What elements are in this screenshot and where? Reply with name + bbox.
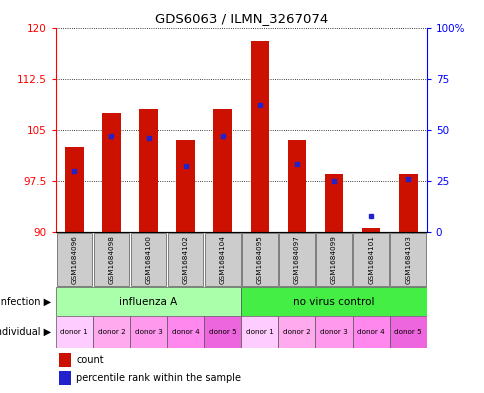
Text: donor 2: donor 2 — [283, 329, 310, 335]
Bar — [204, 316, 241, 348]
Bar — [241, 287, 426, 316]
Bar — [139, 109, 157, 232]
Bar — [353, 233, 388, 286]
Bar — [278, 316, 315, 348]
Bar — [93, 316, 130, 348]
Text: donor 3: donor 3 — [135, 329, 162, 335]
Bar — [131, 233, 166, 286]
Bar — [361, 228, 379, 232]
Bar — [102, 113, 121, 232]
Text: donor 2: donor 2 — [97, 329, 125, 335]
Text: individual ▶: individual ▶ — [0, 327, 51, 337]
Bar — [57, 233, 92, 286]
Bar — [65, 147, 83, 232]
Text: donor 1: donor 1 — [60, 329, 88, 335]
Bar — [60, 371, 71, 385]
Bar — [242, 233, 277, 286]
Bar — [166, 316, 204, 348]
Bar — [398, 174, 417, 232]
Text: GSM1684100: GSM1684100 — [145, 235, 151, 284]
Text: donor 1: donor 1 — [245, 329, 273, 335]
Bar — [176, 140, 195, 232]
Bar — [287, 140, 305, 232]
Bar — [279, 233, 314, 286]
Text: GSM1684097: GSM1684097 — [293, 235, 299, 284]
Bar — [389, 316, 426, 348]
Text: donor 5: donor 5 — [209, 329, 236, 335]
Bar — [241, 316, 278, 348]
Text: count: count — [76, 355, 104, 365]
Bar — [56, 287, 241, 316]
Bar — [60, 353, 71, 367]
Bar — [130, 316, 166, 348]
Text: GSM1684103: GSM1684103 — [405, 235, 410, 284]
Bar — [205, 233, 240, 286]
Title: GDS6063 / ILMN_3267074: GDS6063 / ILMN_3267074 — [154, 12, 327, 25]
Text: donor 3: donor 3 — [319, 329, 347, 335]
Text: percentile rank within the sample: percentile rank within the sample — [76, 373, 241, 384]
Text: GSM1684095: GSM1684095 — [257, 235, 262, 284]
Bar — [315, 316, 352, 348]
Text: GSM1684098: GSM1684098 — [108, 235, 114, 284]
Text: donor 4: donor 4 — [357, 329, 384, 335]
Text: GSM1684104: GSM1684104 — [219, 235, 225, 284]
Bar — [352, 316, 389, 348]
Bar — [316, 233, 351, 286]
Bar — [56, 316, 93, 348]
Text: influenza A: influenza A — [119, 297, 177, 307]
Bar — [167, 233, 203, 286]
Bar — [390, 233, 425, 286]
Text: infection ▶: infection ▶ — [0, 297, 51, 307]
Text: GSM1684102: GSM1684102 — [182, 235, 188, 284]
Text: GSM1684099: GSM1684099 — [331, 235, 336, 284]
Text: no virus control: no virus control — [293, 297, 374, 307]
Bar — [213, 109, 231, 232]
Bar — [93, 233, 129, 286]
Bar — [250, 41, 269, 232]
Bar — [324, 174, 343, 232]
Text: GSM1684096: GSM1684096 — [71, 235, 77, 284]
Text: GSM1684101: GSM1684101 — [367, 235, 373, 284]
Text: donor 5: donor 5 — [393, 329, 421, 335]
Text: donor 4: donor 4 — [171, 329, 199, 335]
